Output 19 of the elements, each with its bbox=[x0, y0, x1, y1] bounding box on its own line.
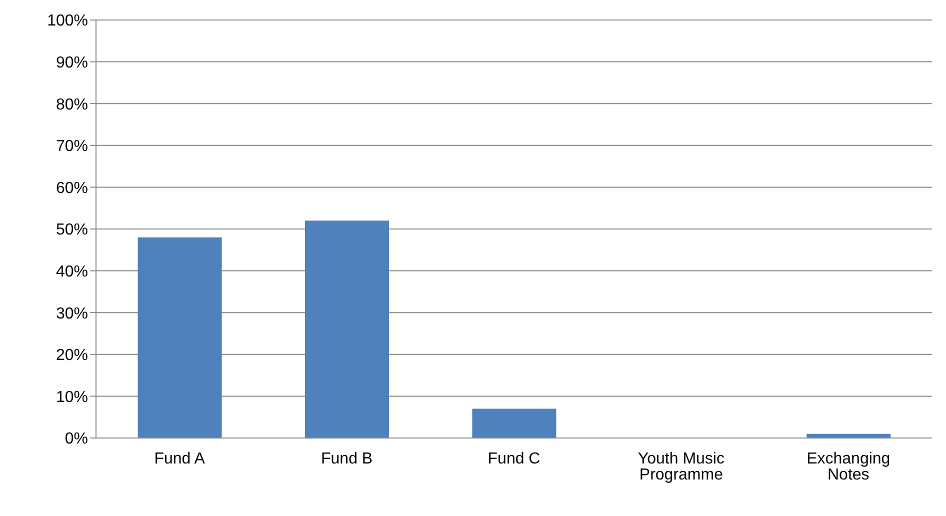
y-tick-label: 70% bbox=[56, 138, 88, 156]
y-tick-label: 30% bbox=[56, 305, 88, 322]
y-tick-label: 40% bbox=[56, 263, 88, 280]
bar bbox=[305, 220, 389, 438]
y-tick-label: 100% bbox=[47, 12, 88, 30]
bar bbox=[472, 408, 556, 438]
y-tick-label: 90% bbox=[56, 54, 88, 72]
y-tick-label: 50% bbox=[56, 222, 88, 239]
x-tick-label: Fund A bbox=[154, 450, 206, 468]
x-tick-label: Exchanging Notes bbox=[806, 450, 890, 484]
x-tick-label: Fund B bbox=[321, 450, 373, 468]
bar bbox=[138, 237, 222, 438]
x-tick-label: Fund C bbox=[488, 450, 540, 468]
y-tick-label: 80% bbox=[56, 96, 88, 114]
y-tick-label: 0% bbox=[64, 430, 88, 448]
y-tick-label: 20% bbox=[56, 347, 88, 364]
y-tick-label: 60% bbox=[56, 180, 88, 197]
y-tick-label: 10% bbox=[56, 388, 88, 406]
x-tick-label: Youth Music Programme bbox=[638, 450, 724, 484]
